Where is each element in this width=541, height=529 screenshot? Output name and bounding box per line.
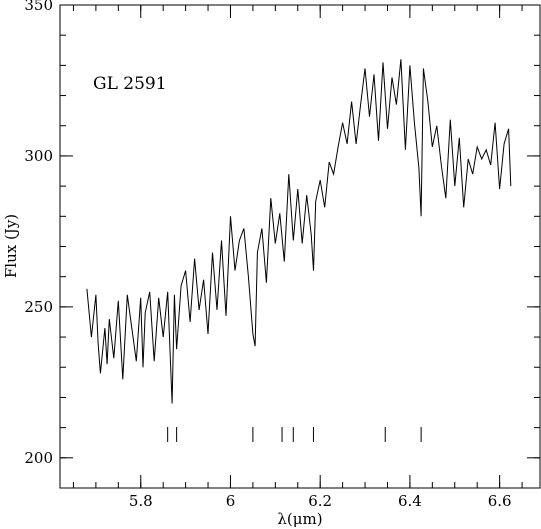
- y-tick-label: 350: [24, 0, 53, 14]
- chart-annotation: GL 2591: [93, 74, 167, 94]
- spectrum-line: [86, 59, 512, 404]
- x-tick-label: 6: [226, 492, 236, 510]
- y-tick-label: 300: [24, 147, 53, 165]
- x-tick-label: 5.8: [129, 492, 153, 510]
- line-markers: [167, 427, 422, 442]
- y-tick-label: 250: [24, 298, 53, 316]
- x-tick-label: 6.6: [488, 492, 512, 510]
- x-tick-label: 6.4: [398, 492, 422, 510]
- y-tick-label: 200: [24, 449, 53, 467]
- axis-ticks: [60, 4, 540, 489]
- x-tick-label: 6.2: [308, 492, 332, 510]
- tick-labels: 5.8 6 6.2 6.4 6.6 200 250 300 350: [24, 0, 511, 510]
- x-axis-label: λ(μm): [277, 510, 322, 528]
- y-axis-label: Flux (Jy): [2, 214, 20, 278]
